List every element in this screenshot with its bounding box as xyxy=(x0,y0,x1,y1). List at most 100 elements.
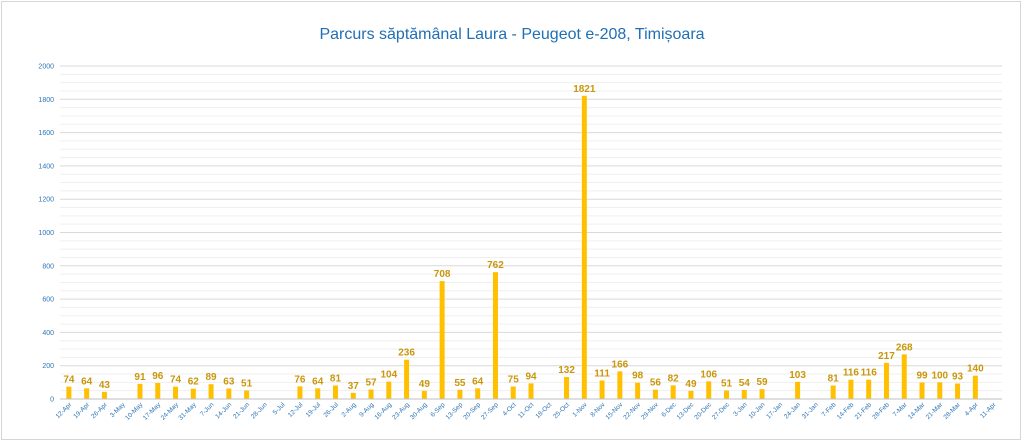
data-label: 49 xyxy=(419,379,431,390)
bar xyxy=(173,386,179,399)
x-tick-label: 4-Oct xyxy=(501,401,517,417)
bar xyxy=(866,379,872,399)
x-tick-label: 21-Mar xyxy=(925,401,945,421)
x-tick-label: 27-Dec xyxy=(711,401,731,421)
data-label: 1821 xyxy=(573,84,596,95)
bar xyxy=(581,95,587,399)
y-tick-label: 1400 xyxy=(38,163,54,170)
y-tick-label: 400 xyxy=(42,330,54,337)
data-label: 74 xyxy=(170,375,182,386)
x-tick-label: 27-Sep xyxy=(480,401,500,421)
bar xyxy=(457,389,463,399)
data-label: 98 xyxy=(632,371,644,382)
bar xyxy=(795,381,801,399)
x-tick-label: 18-Oct xyxy=(534,401,553,420)
data-label: 75 xyxy=(508,375,520,386)
y-tick-label: 1800 xyxy=(38,97,54,104)
bar xyxy=(955,383,961,399)
bar xyxy=(66,386,72,399)
bar xyxy=(972,375,978,399)
bar xyxy=(368,389,374,399)
data-label: 103 xyxy=(789,370,806,381)
bar xyxy=(421,390,427,399)
data-label: 51 xyxy=(721,379,733,390)
y-tick-label: 2000 xyxy=(38,64,54,71)
data-label: 89 xyxy=(206,372,218,383)
data-label: 51 xyxy=(241,379,253,390)
bar xyxy=(475,388,481,399)
bar xyxy=(848,379,854,399)
chart-title: Parcurs săptămânal Laura - Peugeot e-208… xyxy=(319,26,705,43)
bar xyxy=(937,382,943,399)
x-tick-label: 23-Aug xyxy=(391,401,411,421)
x-tick-label: 21-Feb xyxy=(854,401,874,421)
y-tick-label: 1200 xyxy=(38,197,54,204)
data-label: 100 xyxy=(931,370,948,381)
data-label: 236 xyxy=(398,348,415,359)
x-tick-label: 14-Jun xyxy=(214,401,233,420)
data-label: 59 xyxy=(756,377,768,388)
x-tick-label: 12-Apr xyxy=(55,401,74,420)
data-label: 106 xyxy=(700,369,717,380)
data-label: 64 xyxy=(81,376,93,387)
bar xyxy=(759,389,765,399)
data-label: 111 xyxy=(594,369,610,380)
bar xyxy=(617,371,623,399)
y-tick-label: 1600 xyxy=(38,130,54,137)
x-tick-label: 20-Sep xyxy=(462,401,482,421)
data-label: 166 xyxy=(612,359,629,370)
bar xyxy=(297,386,303,399)
bar xyxy=(919,382,925,399)
bar xyxy=(706,381,712,399)
x-tick-label: 28-Mar xyxy=(942,401,962,421)
x-tick-label: 19-Jul xyxy=(305,401,323,419)
x-tick-label: 12-Jul xyxy=(287,401,305,419)
x-tick-label: 31-Jan xyxy=(801,401,820,420)
x-tick-label: 2-Aug xyxy=(340,401,357,418)
bar xyxy=(190,388,196,399)
data-label: 55 xyxy=(454,378,466,389)
data-label: 64 xyxy=(472,376,484,387)
x-tick-label: 24-May xyxy=(160,401,181,422)
y-tick-label: 200 xyxy=(42,363,54,370)
bar xyxy=(564,377,570,399)
bar xyxy=(528,383,534,399)
bar xyxy=(350,392,356,399)
data-label: 116 xyxy=(843,368,860,379)
data-label: 140 xyxy=(967,364,984,375)
bar xyxy=(724,390,730,399)
bar xyxy=(84,388,90,399)
bar xyxy=(386,381,392,399)
x-tick-label: 28-Feb xyxy=(871,401,891,421)
data-label: 64 xyxy=(312,376,324,387)
x-tick-label: 13-Sep xyxy=(445,401,465,421)
x-tick-label: 14-Feb xyxy=(836,401,856,421)
x-tick-label: 17-May xyxy=(142,401,163,422)
x-tick-label: 10-Jan xyxy=(747,401,766,420)
bar xyxy=(332,385,338,399)
bar xyxy=(830,385,836,399)
bar xyxy=(155,383,161,399)
data-label: 217 xyxy=(878,351,895,362)
x-tick-label: 30-Aug xyxy=(409,401,429,421)
x-tick-label: 11-Apr xyxy=(979,401,998,420)
bar xyxy=(635,382,641,399)
data-label: 132 xyxy=(558,365,575,376)
data-label: 104 xyxy=(380,370,397,381)
y-tick-label: 800 xyxy=(42,263,54,270)
x-tick-label: 4-Apr xyxy=(964,401,981,418)
x-tick-label: 26-Apr xyxy=(90,401,109,420)
bar xyxy=(244,390,250,399)
data-label: 82 xyxy=(668,373,680,384)
bar xyxy=(137,383,143,399)
data-label: 96 xyxy=(152,371,164,382)
x-tick-label: 29-Nov xyxy=(640,401,660,421)
gridlines xyxy=(60,65,1002,400)
y-axis-ticks: 0 200 400 600 800 1000 1200 1400 1600 1800 2000 xyxy=(38,64,54,404)
x-tick-label: 31-May xyxy=(177,401,198,422)
x-tick-label: 1-Nov xyxy=(572,401,590,419)
bar xyxy=(226,388,232,399)
